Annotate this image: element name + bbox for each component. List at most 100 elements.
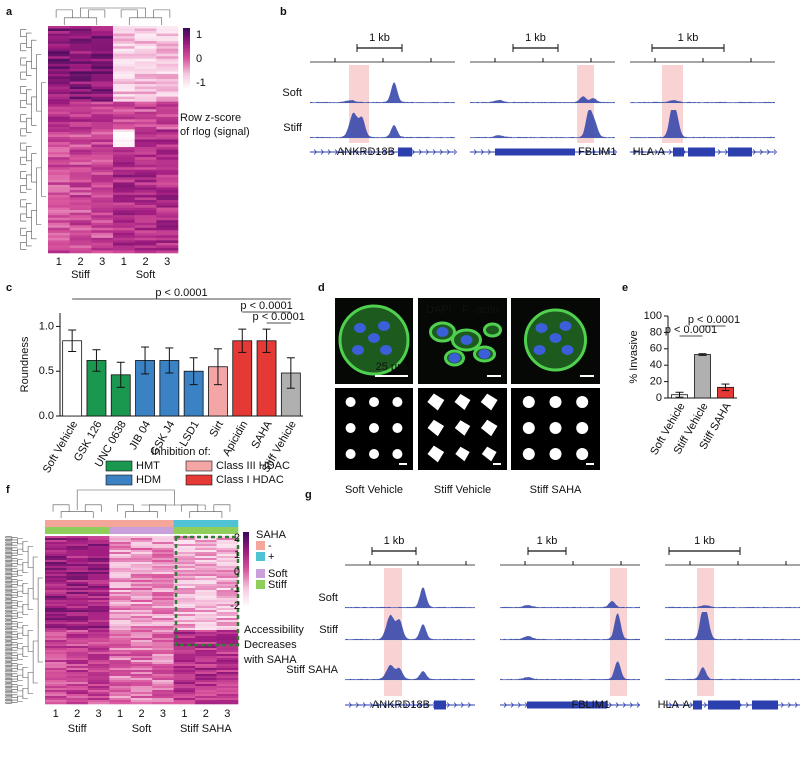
heatmap-texture-cell <box>48 177 70 181</box>
dendrogram <box>88 9 106 18</box>
heatmap-texture-cell <box>45 578 67 581</box>
heatmap-texture-cell <box>66 662 89 665</box>
heatmap-texture-cell <box>69 101 92 105</box>
heatmap-texture-cell <box>113 48 135 52</box>
gene-chevron <box>411 702 416 708</box>
heatmap-texture-cell <box>45 646 67 649</box>
heatmap-texture-cell <box>156 71 179 75</box>
gene-chevron <box>390 149 395 155</box>
heatmap-texture-cell <box>156 96 179 100</box>
gene-exon <box>708 700 740 710</box>
gene-exon <box>673 147 684 157</box>
heatmap-texture-cell <box>152 646 174 649</box>
heatmap-texture-cell <box>66 586 89 589</box>
heatmap-texture-cell <box>130 586 153 589</box>
heatmap-texture-cell <box>156 43 179 47</box>
heatmap-texture-cell <box>195 686 217 689</box>
heatmap-texture-cell <box>156 237 179 241</box>
heatmap-texture-cell <box>69 202 92 206</box>
dendrogram <box>17 569 23 576</box>
heatmap-texture-cell <box>195 702 217 705</box>
heatmap-texture-cell <box>45 588 67 591</box>
heatmap-texture-cell <box>152 676 174 679</box>
heatmap-texture-cell <box>216 646 239 649</box>
heatmap-texture-cell <box>134 232 157 236</box>
heatmap-texture-cell <box>48 86 70 90</box>
heatmap-texture-cell <box>69 89 92 92</box>
mask-blob <box>576 396 589 408</box>
heatmap-texture-cell <box>45 560 67 563</box>
heatmap-texture-cell <box>48 169 70 173</box>
heatmap-texture-cell <box>134 189 157 193</box>
heatmap-texture-cell <box>66 558 89 561</box>
colorbar <box>183 63 190 66</box>
heatmap-texture-cell <box>195 650 217 653</box>
dendrogram <box>5 567 12 570</box>
heatmap-texture-cell <box>48 36 70 39</box>
heatmap-texture-cell <box>69 26 92 29</box>
heatmap-texture-cell <box>69 73 92 77</box>
column-label: 2 <box>77 256 83 268</box>
dendrogram <box>41 82 46 197</box>
heatmap-texture-cell <box>216 588 239 591</box>
heatmap-texture-cell <box>195 538 217 541</box>
colorbar <box>243 556 249 559</box>
heatmap-texture-cell <box>66 580 89 583</box>
colorbar <box>183 57 190 60</box>
heatmap-texture-cell <box>134 76 157 80</box>
heatmap-texture-cell <box>173 650 196 653</box>
heatmap-texture-cell <box>66 550 89 553</box>
dendrogram <box>153 9 171 18</box>
heatmap-texture-cell <box>130 664 153 667</box>
heatmap-texture-cell <box>130 550 153 553</box>
heatmap-texture-cell <box>173 540 196 543</box>
dendrogram <box>11 568 18 572</box>
gene-chevron <box>383 702 388 708</box>
heatmap-texture-cell <box>113 51 135 55</box>
heatmap-texture-cell <box>66 624 89 627</box>
heatmap-texture-cell <box>156 101 179 105</box>
dendrogram <box>5 657 12 660</box>
heatmap-texture-cell <box>195 662 217 665</box>
heatmap-texture-cell <box>134 187 157 191</box>
heatmap-texture-cell <box>195 672 217 675</box>
heatmap-texture-cell <box>134 86 157 90</box>
dendrogram <box>5 596 12 599</box>
dendrogram <box>31 153 37 183</box>
heatmap-texture-cell <box>109 544 132 547</box>
heatmap-texture-cell <box>216 660 239 663</box>
heatmap-texture-cell <box>66 536 89 539</box>
heatmap-texture-cell <box>173 558 196 561</box>
heatmap-texture-cell <box>134 174 157 178</box>
heatmap-texture-cell <box>113 61 135 65</box>
heatmap-texture-cell <box>69 207 92 211</box>
heatmap-texture-cell <box>109 542 132 545</box>
heatmap-texture-cell <box>66 680 89 683</box>
heatmap-texture-cell <box>48 182 70 186</box>
column-label: 3 <box>99 256 105 268</box>
heatmap-texture-cell <box>48 56 70 60</box>
heatmap-texture-cell <box>91 139 114 143</box>
heatmap-texture-cell <box>216 608 239 611</box>
heatmap-texture-cell <box>113 225 135 229</box>
heatmap-texture-cell <box>66 618 89 621</box>
heatmap-texture-cell <box>195 596 217 599</box>
heatmap-texture-cell <box>195 674 217 677</box>
heatmap-texture-cell <box>91 129 114 133</box>
heatmap-texture-cell <box>195 554 217 557</box>
heatmap-texture-cell <box>69 245 92 249</box>
heatmap-texture-cell <box>134 230 157 234</box>
heatmap-texture-cell <box>152 598 174 601</box>
heatmap-texture-cell <box>48 116 70 120</box>
heatmap-texture-cell <box>48 250 70 254</box>
colorbar <box>183 37 190 40</box>
heatmap-texture-cell <box>130 568 153 571</box>
heatmap-texture-cell <box>91 38 114 42</box>
heatmap-texture-cell <box>134 66 157 70</box>
dendrogram <box>20 227 27 236</box>
heatmap-texture-cell <box>48 99 70 102</box>
heatmap-texture-cell <box>173 600 196 603</box>
colorbar <box>243 583 249 586</box>
gene-chevron <box>682 702 687 708</box>
stain-label: DAPI <box>426 304 452 316</box>
